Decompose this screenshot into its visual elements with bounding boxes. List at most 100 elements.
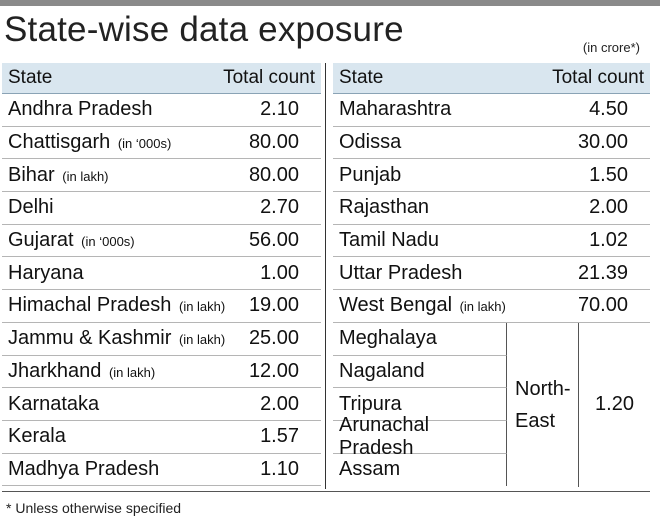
unit-note: (in crore*) [582, 40, 640, 55]
state-name: Jammu & Kashmir [8, 327, 172, 350]
count-cell: 2.70 [260, 196, 299, 219]
state-cell: Jharkhand (in lakh) [2, 360, 225, 383]
count-column-header: Total count [552, 67, 644, 88]
count-cell: 4.50 [589, 98, 628, 121]
state-name: Rajasthan [339, 196, 430, 219]
table-row: Jharkhand (in lakh) 12.00 [2, 356, 321, 389]
table-row: Andhra Pradesh 2.10 [2, 94, 321, 127]
north-east-state: Arunachal Pradesh [333, 414, 507, 459]
table-row: Maharashtra 4.50 [333, 94, 650, 127]
count-cell: 70.00 [577, 294, 628, 317]
table-row: Delhi 2.70 [2, 192, 321, 225]
region-label-line1: North- [515, 377, 571, 400]
north-east-states: Meghalaya Nagaland Tripura Arunachal Prades… [333, 322, 650, 487]
table-row: Uttar Pradesh 21.39 [333, 257, 650, 291]
unit-qualifier: (in lakh) [459, 299, 506, 315]
state-cell: Andhra Pradesh [2, 98, 225, 121]
count-cell: 21.39 [577, 261, 628, 284]
table-row: Jammu & Kashmir (in lakh) 25.00 [2, 323, 321, 356]
state-cell: Himachal Pradesh (in lakh) [2, 294, 225, 317]
table-row: Himachal Pradesh (in lakh) 19.00 [2, 290, 321, 323]
state-cell: Uttar Pradesh [333, 262, 554, 285]
count-column-header: Total count [223, 67, 315, 88]
state-name: Odissa [339, 131, 402, 154]
state-name: Gujarat [8, 229, 74, 252]
table-row: Haryana 1.00 [2, 257, 321, 291]
right-table-body: Maharashtra 4.50 Odissa 30.00 Punjab 1.50 Raja… [333, 94, 650, 323]
state-name: Karnataka [8, 392, 100, 415]
table-row: Rajasthan 2.00 [333, 192, 650, 225]
north-east-region-label: North- East [507, 322, 579, 487]
state-cell: Chattisgarh (in ‘000s) [2, 131, 225, 154]
state-column-header: State [339, 67, 384, 88]
state-name: Madhya Pradesh [8, 457, 160, 480]
north-east-state: Tripura [333, 388, 507, 421]
state-name: Himachal Pradesh [8, 294, 172, 317]
table-row: Chattisgarh (in ‘000s) 80.00 [2, 127, 321, 160]
state-name: Delhi [8, 196, 54, 219]
north-east-state: Meghalaya [333, 322, 507, 356]
count-cell: 2.00 [260, 392, 299, 415]
state-cell: Haryana [2, 262, 225, 285]
table-row: West Bengal (in lakh) 70.00 [333, 290, 650, 323]
state-name: Andhra Pradesh [8, 98, 153, 121]
bottom-rule [2, 491, 650, 492]
unit-qualifier: (in ‘000s) [81, 234, 135, 250]
north-east-state: Nagaland [333, 355, 507, 389]
unit-qualifier: (in lakh) [108, 364, 156, 380]
state-cell: Maharashtra [333, 98, 554, 121]
left-table-body: Andhra Pradesh 2.10 Chattisgarh (in ‘000s)… [2, 94, 321, 487]
state-cell: Karnataka [2, 393, 225, 416]
footnote: * Unless otherwise specified [6, 500, 182, 516]
table-row: Bihar (in lakh) 80.00 [2, 159, 321, 193]
table-row: Odissa 30.00 [333, 127, 650, 160]
state-name: Punjab [339, 163, 402, 186]
count-cell: 1.00 [260, 261, 299, 284]
count-cell: 12.00 [248, 359, 299, 382]
state-name: Jharkhand [8, 359, 102, 382]
state-cell: Tamil Nadu [333, 229, 554, 252]
state-name: Chattisgarh [8, 131, 111, 154]
count-cell: 80.00 [248, 163, 299, 186]
count-cell: 2.10 [260, 98, 299, 121]
north-east-block: Meghalaya Nagaland Tripura Arunachal Prades… [333, 322, 650, 487]
count-cell: 25.00 [248, 327, 299, 350]
count-cell: 2.00 [589, 196, 628, 219]
unit-qualifier: (in lakh) [62, 168, 109, 184]
table-row: Tamil Nadu 1.02 [333, 225, 650, 258]
state-cell: West Bengal (in lakh) [333, 294, 554, 317]
state-cell: Gujarat (in ‘000s) [2, 229, 225, 252]
count-cell: 1.57 [260, 425, 299, 448]
table-row: Kerala 1.57 [2, 421, 321, 454]
state-cell: Bihar (in lakh) [2, 164, 225, 187]
unit-qualifier: (in lakh) [178, 332, 226, 348]
table-row: Karnataka 2.00 [2, 388, 321, 421]
top-rule [0, 0, 660, 6]
count-cell: 56.00 [248, 229, 299, 252]
region-label-line2: East [515, 409, 556, 432]
right-table: State Total count Maharashtra 4.50 Odissa 3… [333, 63, 650, 487]
count-cell: 30.00 [577, 131, 628, 154]
state-name: Kerala [8, 425, 66, 448]
table-row: Punjab 1.50 [333, 159, 650, 193]
count-cell: 80.00 [248, 131, 299, 154]
state-cell: Delhi [2, 196, 225, 219]
state-name: Maharashtra [339, 98, 452, 121]
state-cell: Odissa [333, 131, 554, 154]
column-divider [325, 63, 326, 489]
state-name: Uttar Pradesh [339, 261, 463, 284]
north-east-count: 1.20 [595, 393, 634, 416]
north-east-state: Assam [333, 453, 507, 487]
table-row: Gujarat (in ‘000s) 56.00 [2, 225, 321, 258]
state-name: Bihar [8, 163, 55, 186]
unit-qualifier: (in ‘000s) [117, 136, 172, 152]
count-cell: 19.00 [248, 294, 299, 317]
table-row: Madhya Pradesh 1.10 [2, 454, 321, 487]
count-cell: 1.50 [589, 163, 628, 186]
count-cell: 1.02 [589, 229, 628, 252]
state-name: Tamil Nadu [339, 229, 440, 252]
state-cell: Kerala [2, 425, 225, 448]
state-column-header: State [8, 67, 53, 88]
state-name: West Bengal [339, 294, 453, 317]
state-cell: Rajasthan [333, 196, 554, 219]
